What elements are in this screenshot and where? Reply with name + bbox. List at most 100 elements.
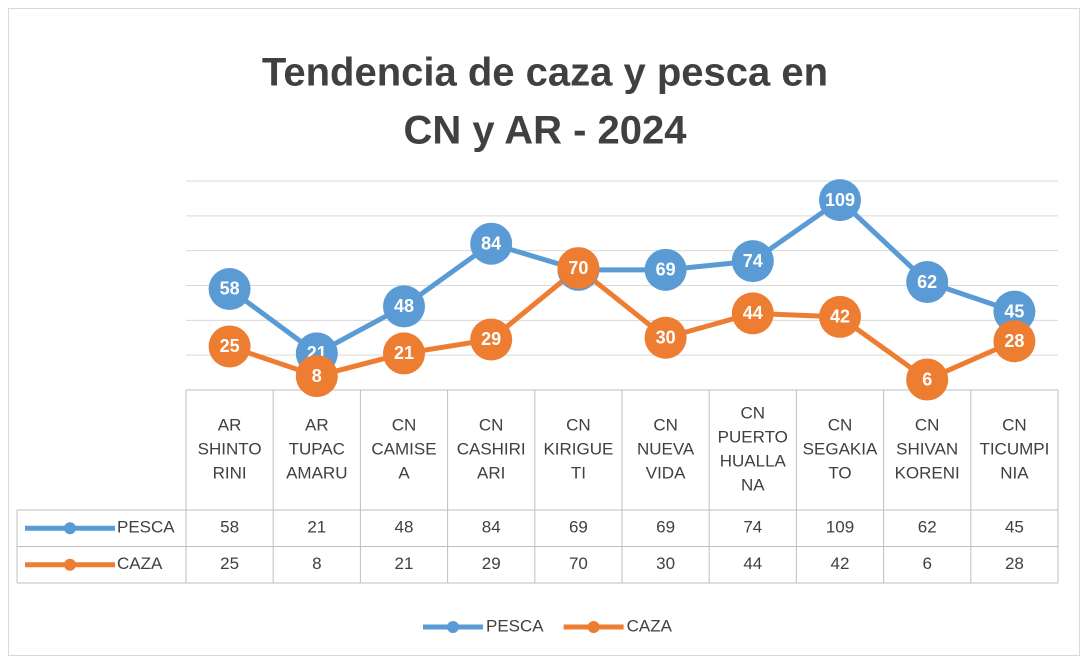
table-value: 69 [569, 518, 588, 537]
data-label: 69 [656, 260, 676, 280]
table-value: 48 [395, 518, 414, 537]
x-tick-label: NUEVA [637, 439, 695, 458]
data-marker [644, 248, 687, 291]
table-value: 62 [918, 518, 937, 537]
x-tick-label: ARI [477, 463, 505, 482]
x-tick-label: CN [741, 403, 766, 422]
x-tick-label: CN [392, 415, 417, 434]
data-marker [731, 240, 774, 283]
table-value: 109 [826, 518, 854, 537]
x-tick-label: NIA [1000, 463, 1029, 482]
series-line [228, 197, 1016, 356]
data-marker [208, 325, 251, 368]
data-marker [295, 355, 338, 398]
data-marker [470, 222, 513, 265]
table-value: 58 [220, 518, 239, 537]
data-label: 30 [656, 328, 676, 348]
x-tick-label: VIDA [646, 463, 686, 482]
table-value: 74 [743, 518, 762, 537]
legend-label: PESCA [486, 616, 544, 635]
x-tick-label: CN [479, 415, 504, 434]
data-marker [993, 320, 1036, 363]
data-label: 48 [394, 296, 414, 316]
data-label: 62 [917, 272, 937, 292]
x-tick-label: RINI [213, 463, 247, 482]
data-label: 28 [1004, 331, 1024, 351]
table-value: 8 [312, 554, 321, 573]
x-tick-label: PUERTO [718, 427, 788, 446]
data-label: 109 [825, 190, 855, 210]
x-tick-label: SEGAKIA [803, 439, 878, 458]
data-marker [906, 261, 949, 304]
data-marker [819, 179, 861, 222]
x-tick-label: TI [571, 463, 586, 482]
x-tick-label: TO [828, 463, 851, 482]
x-tick-label: AR [218, 415, 242, 434]
data-label: 44 [743, 303, 763, 323]
table-value: 30 [656, 554, 675, 573]
x-tick-label: CN [915, 415, 940, 434]
x-tick-label: AR [305, 415, 329, 434]
x-tick-label: HUALLA [720, 451, 787, 470]
data-label: 6 [922, 369, 932, 389]
x-tick-label: CN [1002, 415, 1027, 434]
legend-marker [587, 621, 600, 633]
data-label: 42 [830, 307, 850, 327]
x-tick-label: AMARU [286, 463, 347, 482]
data-marker [383, 332, 425, 375]
x-tick-label: CAMISE [371, 439, 436, 458]
x-tick-label: A [398, 463, 410, 482]
table-value: 28 [1005, 554, 1024, 573]
x-tick-label: CN [566, 415, 591, 434]
data-marker [557, 247, 600, 290]
x-tick-label: CN [653, 415, 678, 434]
table-value: 6 [922, 554, 931, 573]
data-marker [470, 318, 513, 361]
data-marker [819, 295, 861, 338]
x-tick-label: NA [741, 475, 765, 494]
chart-title: Tendencia de caza y pesca en [262, 51, 828, 95]
data-marker [208, 267, 251, 310]
table-value: 84 [482, 518, 501, 537]
legend-marker [447, 621, 459, 633]
data-marker [993, 290, 1036, 333]
table-value: 45 [1005, 518, 1024, 537]
table-value: 21 [395, 554, 414, 573]
x-tick-label: TICUMPI [979, 439, 1049, 458]
data-label: 70 [568, 258, 588, 278]
data-label: 58 [220, 279, 240, 299]
data-label: 25 [220, 336, 240, 356]
table-value: 70 [569, 554, 588, 573]
legend-label: CAZA [627, 616, 673, 635]
data-label: 8 [312, 366, 322, 386]
x-tick-label: KIRIGUE [543, 439, 613, 458]
data-label: 21 [394, 343, 414, 363]
chart-border [8, 8, 1080, 656]
chart-title: CN y AR - 2024 [403, 109, 687, 153]
table-value: 21 [307, 518, 326, 537]
table-value: 44 [743, 554, 762, 573]
table-value: 42 [831, 554, 850, 573]
x-tick-label: CASHIRI [457, 439, 526, 458]
x-tick-label: TUPAC [289, 439, 345, 458]
data-marker [644, 316, 687, 359]
data-marker [906, 358, 949, 401]
x-tick-label: SHIVAN [896, 439, 958, 458]
x-tick-label: SHINTO [198, 439, 262, 458]
table-value: 29 [482, 554, 501, 573]
data-label: 74 [743, 251, 763, 271]
table-series-name: CAZA [117, 554, 163, 573]
table-value: 69 [656, 518, 675, 537]
data-marker [731, 292, 774, 335]
legend-marker [64, 522, 76, 535]
x-tick-label: CN [828, 415, 853, 434]
data-label: 45 [1004, 301, 1024, 321]
table-value: 25 [220, 554, 239, 573]
series-line [228, 265, 1016, 383]
data-label: 29 [481, 329, 501, 349]
data-label: 84 [481, 233, 501, 253]
data-marker [383, 285, 425, 328]
legend-marker [64, 558, 76, 571]
table-series-name: PESCA [117, 518, 175, 537]
